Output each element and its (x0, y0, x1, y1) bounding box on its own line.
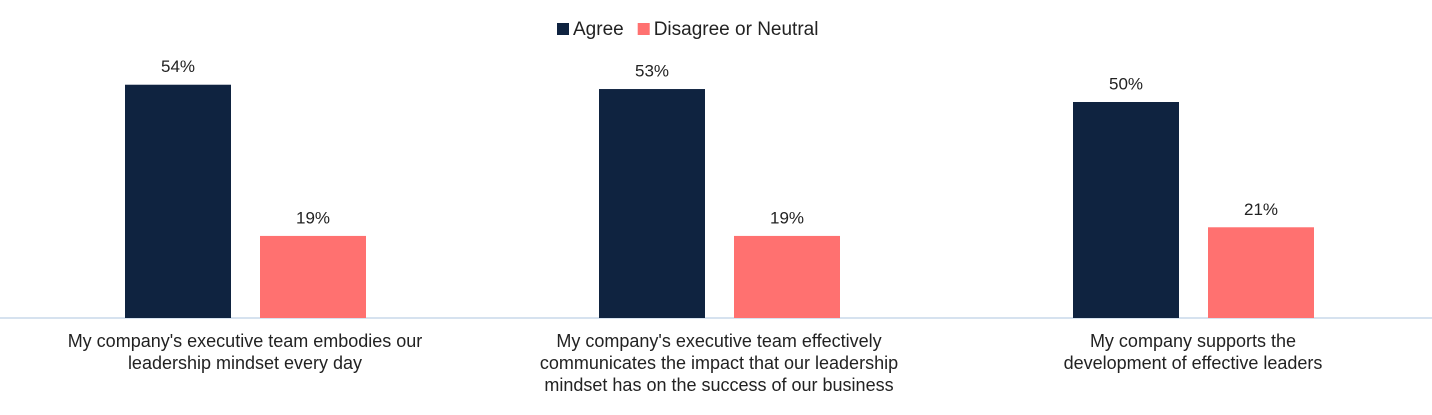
value-label: 19% (770, 208, 804, 227)
bar (1073, 102, 1179, 318)
value-label: 50% (1109, 74, 1143, 93)
value-label: 53% (635, 62, 669, 81)
bar (734, 235, 840, 318)
legend-swatch (637, 23, 650, 35)
category-label: My company supports the development of e… (1063, 331, 1323, 373)
category-label: My company's executive team embodies our… (67, 331, 423, 373)
bar (125, 84, 231, 318)
bar (1208, 227, 1314, 318)
value-label: 54% (161, 57, 195, 76)
value-label: 21% (1244, 200, 1278, 219)
category-label: My company's executive team effectively … (539, 331, 899, 395)
legend-label: Agree (573, 19, 624, 40)
value-label: 19% (296, 208, 330, 227)
bar (599, 89, 705, 318)
legend-swatch (557, 23, 569, 35)
bar (260, 235, 366, 318)
legend-label: Disagree or Neutral (654, 19, 819, 40)
